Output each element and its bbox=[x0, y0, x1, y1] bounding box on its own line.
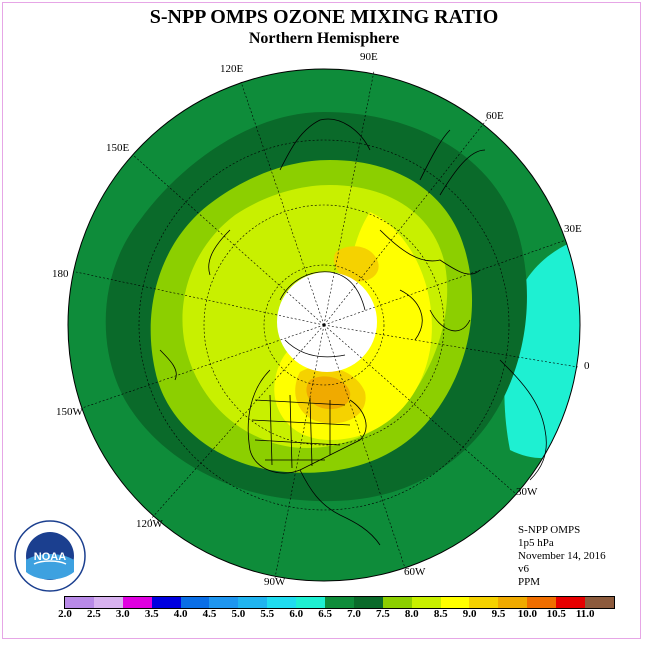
graticule bbox=[75, 70, 579, 579]
colorbar-tick-label: 6.5 bbox=[318, 608, 332, 620]
info-units: PPM bbox=[518, 576, 541, 588]
info-date: November 14, 2016 bbox=[518, 550, 606, 562]
colorbar-swatch bbox=[440, 597, 470, 608]
colorbar-swatch bbox=[325, 597, 354, 608]
coastlines bbox=[159, 118, 547, 546]
colorbar-tick-label: 4.0 bbox=[173, 608, 188, 620]
logo-text: NOAA bbox=[34, 551, 66, 563]
colorbar-tick-label: 10.0 bbox=[517, 608, 538, 620]
lon-label-30e: 30E bbox=[564, 223, 582, 235]
lon-label-120w: 120W bbox=[136, 518, 163, 530]
ozone-band-9.0-9.5-b bbox=[333, 246, 379, 282]
lon-label-150w: 150W bbox=[56, 406, 83, 418]
colorbar-tick-label: 5.5 bbox=[260, 608, 275, 620]
colorbar-swatch bbox=[527, 597, 557, 608]
colorbar-tick-label: 5.0 bbox=[231, 608, 246, 620]
colorbar-swatch bbox=[556, 597, 586, 608]
colorbar-swatch bbox=[469, 597, 499, 608]
colorbar-tick-label: 9.0 bbox=[462, 608, 477, 620]
colorbar-tick-label: 7.5 bbox=[376, 608, 390, 620]
map-subtitle: Northern Hemisphere bbox=[248, 30, 400, 47]
colorbar-tick-label: 3.0 bbox=[115, 608, 130, 620]
colorbar-tick-label: 11.0 bbox=[575, 608, 595, 620]
lon-label-90w: 90W bbox=[264, 576, 286, 588]
colorbar-tick-label: 2.0 bbox=[58, 608, 72, 620]
colorbar-swatch bbox=[498, 597, 528, 608]
colorbar-tick-label: 3.5 bbox=[144, 608, 159, 620]
colorbar bbox=[64, 596, 615, 609]
lon-label-90e: 90E bbox=[360, 51, 378, 63]
figure-frame bbox=[2, 2, 641, 639]
colorbar-swatch bbox=[238, 597, 268, 608]
colorbar-tick-label: 2.5 bbox=[87, 608, 101, 620]
info-instrument: S-NPP OMPS bbox=[518, 524, 581, 536]
lon-label-180: 180 bbox=[52, 268, 69, 280]
lon-label-0: 0 bbox=[584, 360, 590, 372]
colorbar-tick-label: 10.5 bbox=[546, 608, 566, 620]
noaa-logo-icon: NOAA bbox=[14, 520, 86, 592]
polar-no-data bbox=[277, 272, 377, 372]
colorbar-tick-label: 6.0 bbox=[289, 608, 304, 620]
colorbar-swatch bbox=[65, 597, 94, 608]
colorbar-tick-label: 8.0 bbox=[404, 608, 419, 620]
colorbar-swatch bbox=[411, 597, 441, 608]
colorbar-swatch bbox=[209, 597, 239, 608]
info-level: 1p5 hPa bbox=[518, 537, 554, 549]
map-title: S-NPP OMPS OZONE MIXING RATIO bbox=[149, 6, 499, 28]
info-version: v6 bbox=[518, 563, 529, 575]
lon-label-30w: 30W bbox=[516, 486, 538, 498]
colorbar-swatch bbox=[296, 597, 326, 608]
colorbar-swatch bbox=[93, 597, 123, 608]
lon-label-60w: 60W bbox=[404, 566, 426, 578]
colorbar-tick-label: 4.5 bbox=[202, 608, 217, 620]
colorbar-swatch bbox=[353, 597, 383, 608]
colorbar-swatch bbox=[180, 597, 210, 608]
colorbar-swatch bbox=[585, 597, 614, 608]
info-block: S-NPP OMPS 1p5 hPa November 14, 2016 v6 … bbox=[518, 524, 606, 589]
colorbar-tick-label: 7.0 bbox=[347, 608, 361, 620]
colorbar-swatch bbox=[382, 597, 412, 608]
lon-label-120e: 120E bbox=[220, 63, 244, 75]
colorbar-tick-label: 8.5 bbox=[433, 608, 448, 620]
lon-label-60e: 60E bbox=[486, 110, 504, 122]
colorbar-swatch bbox=[151, 597, 181, 608]
colorbar-tick-label: 9.5 bbox=[491, 608, 506, 620]
colorbar-swatch bbox=[267, 597, 297, 608]
colorbar-swatch bbox=[122, 597, 152, 608]
lon-label-150e: 150E bbox=[106, 142, 130, 154]
